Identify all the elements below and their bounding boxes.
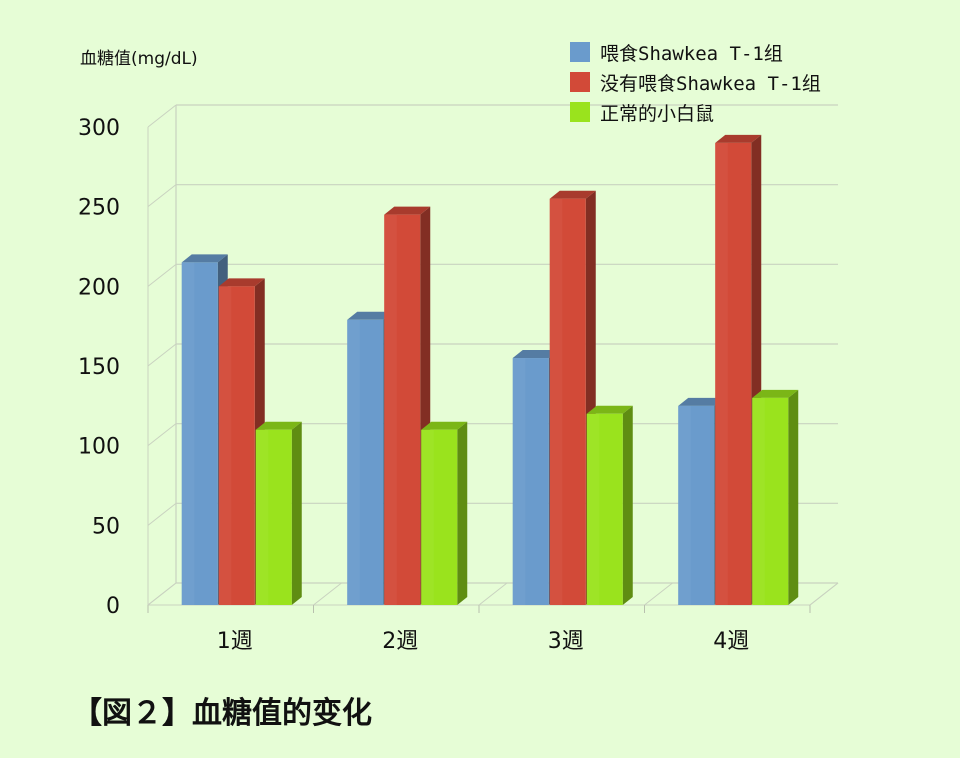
- bar-side: [291, 421, 302, 605]
- bar-top: [181, 254, 228, 263]
- legend-swatch: [570, 42, 590, 62]
- bar-top: [218, 278, 265, 287]
- bar-top: [549, 190, 596, 199]
- x-tick-label: 3週: [548, 629, 584, 654]
- bar-highlight: [384, 214, 397, 605]
- bar-top: [752, 389, 799, 398]
- bar: [586, 405, 633, 605]
- legend-swatch: [570, 102, 590, 122]
- legend-swatch: [570, 72, 590, 92]
- bar: [549, 190, 596, 605]
- floor-divider: [809, 582, 839, 606]
- bar-highlight: [512, 358, 526, 605]
- bar: [752, 389, 799, 605]
- bar: [255, 421, 302, 605]
- bar-top: [255, 421, 302, 430]
- y-tick-label: 150: [78, 355, 120, 380]
- floor-divider: [147, 582, 177, 606]
- bar-top: [421, 421, 468, 430]
- gridline-depth: [147, 104, 177, 128]
- gridline-depth: [147, 184, 177, 208]
- bar-highlight: [218, 286, 232, 605]
- x-tick-label: 4週: [713, 629, 749, 654]
- bar-highlight: [181, 262, 195, 605]
- floor-divider: [478, 582, 508, 606]
- bar-highlight: [715, 142, 728, 605]
- bar-highlight: [752, 397, 765, 605]
- bar-highlight: [586, 413, 600, 605]
- x-tick-label: 2週: [382, 629, 418, 654]
- bar-highlight: [421, 429, 434, 605]
- bar-highlight: [347, 319, 360, 605]
- floor-divider: [313, 582, 342, 606]
- bar-side: [622, 405, 633, 605]
- bar-side: [788, 389, 799, 605]
- y-axis-title: 血糖值(mg/dL): [80, 49, 198, 69]
- gridline-depth: [147, 343, 177, 367]
- y-tick-label: 250: [78, 196, 120, 221]
- bar-highlight: [549, 198, 563, 605]
- legend-label: 没有喂食Shawkea T-1组: [600, 73, 821, 95]
- bar-chart-svg: 0 50 100 150 200 250 300 血糖值(mg/dL) 1週 2週 3週 4週 喂食Sh…: [78, 42, 839, 654]
- bar-top: [678, 397, 725, 406]
- bar-highlight: [678, 405, 691, 605]
- y-tick-label: 0: [106, 594, 120, 619]
- bar-top: [715, 134, 762, 143]
- legend-label: 喂食Shawkea T-1组: [600, 43, 783, 65]
- bar-top: [347, 311, 394, 320]
- floor-divider: [644, 582, 673, 606]
- y-tick-label: 300: [78, 116, 120, 141]
- gridline-depth: [147, 263, 177, 287]
- bar-top: [512, 350, 559, 359]
- gridline-depth: [147, 502, 177, 526]
- bar-highlight: [255, 429, 269, 605]
- bar-top: [384, 206, 431, 215]
- legend-label: 正常的小白鼠: [600, 103, 714, 125]
- bar-top: [586, 405, 633, 414]
- gridline-depth: [147, 423, 177, 447]
- y-tick-label: 200: [78, 275, 120, 300]
- y-tick-label: 100: [78, 435, 120, 460]
- y-tick-label: 50: [92, 514, 120, 539]
- bar: [421, 421, 468, 605]
- figure-caption: 【図２】血糖值的变化: [72, 696, 372, 731]
- bar-side: [457, 421, 468, 605]
- x-tick-label: 1週: [217, 629, 253, 654]
